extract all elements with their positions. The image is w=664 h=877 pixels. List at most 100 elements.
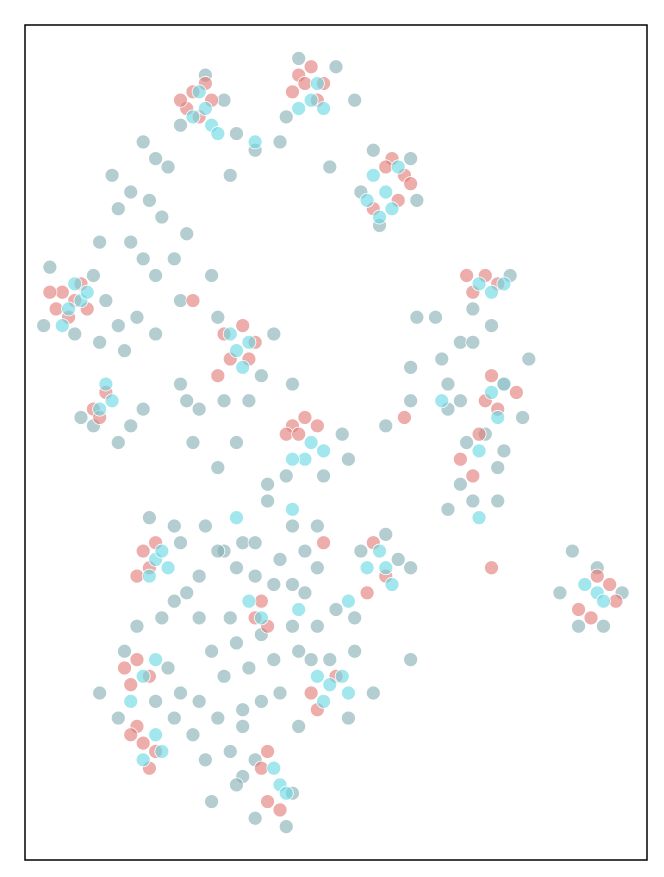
- point: [160, 560, 176, 576]
- point: [197, 518, 213, 534]
- point: [141, 568, 157, 584]
- point: [141, 192, 157, 208]
- point: [191, 84, 207, 100]
- point: [247, 568, 263, 584]
- point: [359, 560, 375, 576]
- point: [521, 351, 537, 367]
- point: [117, 643, 132, 659]
- point: [409, 309, 425, 325]
- point: [61, 301, 76, 317]
- point: [253, 760, 269, 776]
- point: [67, 326, 83, 342]
- point: [241, 660, 257, 676]
- point: [229, 635, 244, 651]
- point: [67, 276, 83, 292]
- plot-frame: [24, 24, 648, 861]
- point: [484, 560, 499, 576]
- point: [229, 435, 244, 450]
- point: [191, 568, 207, 584]
- point: [291, 426, 307, 442]
- point: [204, 794, 220, 809]
- point: [490, 460, 506, 475]
- point: [409, 192, 425, 208]
- point: [229, 777, 244, 793]
- point: [154, 543, 170, 559]
- point: [216, 92, 232, 108]
- point: [465, 468, 481, 484]
- point: [341, 685, 356, 701]
- point: [135, 735, 151, 751]
- point: [216, 393, 232, 409]
- point: [403, 151, 419, 167]
- point: [515, 410, 530, 425]
- point: [123, 727, 139, 743]
- point: [577, 577, 593, 592]
- point: [110, 435, 126, 450]
- point: [452, 393, 468, 409]
- point: [210, 126, 226, 141]
- point: [390, 159, 406, 175]
- point: [92, 234, 108, 250]
- point: [303, 435, 319, 450]
- point: [583, 610, 599, 626]
- point: [104, 167, 120, 183]
- point: [210, 543, 226, 559]
- point: [98, 376, 114, 392]
- point: [291, 719, 307, 734]
- point: [303, 652, 319, 667]
- point: [197, 101, 213, 116]
- point: [365, 142, 381, 158]
- point: [403, 560, 419, 576]
- point: [508, 384, 524, 400]
- point: [372, 209, 387, 225]
- point: [204, 268, 220, 283]
- point: [341, 593, 356, 609]
- point: [322, 652, 338, 667]
- point: [316, 443, 331, 459]
- point: [378, 418, 394, 434]
- point: [365, 685, 381, 701]
- point: [291, 101, 307, 116]
- point: [471, 443, 487, 459]
- point: [278, 109, 294, 125]
- point: [341, 451, 356, 467]
- point: [166, 593, 182, 609]
- point: [596, 593, 611, 609]
- point: [135, 401, 151, 417]
- point: [197, 752, 213, 768]
- point: [42, 259, 58, 275]
- point: [297, 76, 313, 91]
- point: [92, 334, 108, 350]
- point: [285, 376, 300, 392]
- point: [471, 426, 487, 442]
- point: [278, 426, 294, 442]
- point: [434, 351, 450, 367]
- point: [135, 668, 151, 684]
- point: [148, 268, 164, 283]
- point: [378, 159, 394, 175]
- point: [160, 660, 176, 676]
- point: [571, 618, 586, 634]
- point: [247, 134, 263, 150]
- point: [148, 326, 164, 342]
- point: [272, 134, 288, 150]
- point: [452, 451, 468, 467]
- point: [465, 334, 481, 350]
- point: [154, 744, 170, 759]
- point: [589, 568, 605, 584]
- point: [123, 693, 139, 709]
- point: [496, 376, 512, 392]
- point: [452, 476, 468, 492]
- point: [440, 376, 456, 392]
- point: [353, 543, 369, 559]
- point: [285, 577, 300, 592]
- point: [297, 410, 313, 425]
- point: [135, 251, 151, 267]
- point: [98, 293, 114, 308]
- point: [309, 418, 325, 434]
- point: [303, 92, 319, 108]
- point: [564, 543, 580, 559]
- point: [117, 660, 132, 676]
- point: [403, 176, 419, 192]
- point: [372, 543, 387, 559]
